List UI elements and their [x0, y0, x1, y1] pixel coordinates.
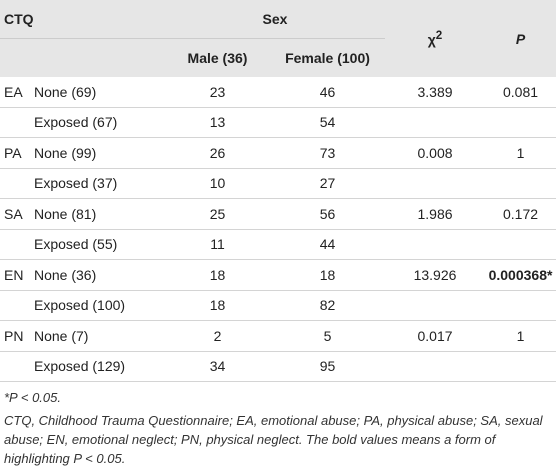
group-cell: PA	[0, 137, 30, 169]
p-value-cell	[485, 168, 556, 199]
female-cell: 56	[270, 198, 386, 230]
group-cell: SA	[0, 198, 30, 230]
female-cell: 82	[270, 290, 386, 321]
male-cell: 11	[165, 229, 270, 260]
table-row: Exposed (100) 18 82	[0, 290, 556, 321]
male-cell: 18	[165, 259, 270, 291]
table-row: Exposed (129) 34 95	[0, 351, 556, 382]
table-row: PA None (99) 26 73 0.008 1	[0, 137, 556, 169]
table-row: SA None (81) 25 56 1.986 0.172	[0, 198, 556, 230]
chi-square-cell: 0.017	[385, 320, 486, 352]
female-cell: 44	[270, 229, 386, 260]
table-row: EN None (36) 18 18 13.926 0.000368*	[0, 259, 556, 291]
level-cell: Exposed (129)	[30, 351, 165, 382]
table-row: EA None (69) 23 46 3.389 0.081	[0, 77, 556, 108]
p-value-cell	[485, 229, 556, 260]
male-cell: 23	[165, 77, 270, 108]
group-cell: PN	[0, 320, 30, 352]
ctq-header: CTQ	[0, 0, 165, 39]
level-cell: None (7)	[30, 320, 165, 352]
table-row: Exposed (37) 10 27	[0, 168, 556, 199]
chi-square-cell	[385, 107, 486, 138]
male-cell: 25	[165, 198, 270, 230]
level-cell: None (81)	[30, 198, 165, 230]
p-value-cell	[485, 290, 556, 321]
level-cell: None (36)	[30, 259, 165, 291]
level-cell: Exposed (67)	[30, 107, 165, 138]
table-row: PN None (7) 2 5 0.017 1	[0, 320, 556, 352]
female-cell: 54	[270, 107, 386, 138]
female-header: Female (100)	[270, 38, 386, 77]
male-cell: 2	[165, 320, 270, 352]
table-row: Exposed (67) 13 54	[0, 107, 556, 138]
female-cell: 95	[270, 351, 386, 382]
group-cell	[0, 229, 30, 260]
sex-header: Sex	[165, 0, 386, 39]
chi-square-cell	[385, 351, 486, 382]
chi-header: χ2	[385, 0, 486, 77]
group-cell	[0, 107, 30, 138]
female-cell: 27	[270, 168, 386, 199]
female-cell: 73	[270, 137, 386, 169]
chi-square-cell: 0.008	[385, 137, 486, 169]
female-cell: 5	[270, 320, 386, 352]
chi-square-cell	[385, 290, 486, 321]
level-cell: Exposed (100)	[30, 290, 165, 321]
footnote: *P < 0.05.	[4, 390, 61, 405]
chi-square-cell: 3.389	[385, 77, 486, 108]
level-cell: None (99)	[30, 137, 165, 169]
p-value-cell: 0.081	[485, 77, 556, 108]
male-cell: 10	[165, 168, 270, 199]
group-cell: EA	[0, 77, 30, 108]
male-cell: 18	[165, 290, 270, 321]
p-value-cell: 1	[485, 137, 556, 169]
level-cell: Exposed (37)	[30, 168, 165, 199]
male-header: Male (36)	[165, 38, 270, 77]
p-value-cell: 0.172	[485, 198, 556, 230]
chi: χ	[427, 31, 436, 48]
group-cell	[0, 290, 30, 321]
chi-square-cell: 1.986	[385, 198, 486, 230]
female-cell: 18	[270, 259, 386, 291]
male-cell: 26	[165, 137, 270, 169]
footnote: CTQ, Childhood Trauma Questionnaire; EA,…	[4, 413, 543, 466]
group-cell	[0, 168, 30, 199]
group-cell: EN	[0, 259, 30, 291]
data-table: CTQ Sex χ2 P Male (36) Female (100) EA No…	[0, 0, 556, 382]
p-value-cell: 0.000368*	[485, 259, 556, 291]
male-cell: 34	[165, 351, 270, 382]
level-cell: None (69)	[30, 77, 165, 108]
p-value-cell: 1	[485, 320, 556, 352]
chi-square-cell	[385, 229, 486, 260]
male-cell: 13	[165, 107, 270, 138]
table-row: Exposed (55) 11 44	[0, 229, 556, 260]
p-header: P	[485, 0, 556, 77]
female-cell: 46	[270, 77, 386, 108]
p-value-cell	[485, 107, 556, 138]
chi-square-cell	[385, 168, 486, 199]
footnotes: *P < 0.05. CTQ, Childhood Trauma Question…	[0, 382, 556, 468]
p-value-cell	[485, 351, 556, 382]
chi-sup: 2	[435, 29, 443, 43]
group-cell	[0, 351, 30, 382]
level-cell: Exposed (55)	[30, 229, 165, 260]
chi-square-cell: 13.926	[385, 259, 486, 291]
